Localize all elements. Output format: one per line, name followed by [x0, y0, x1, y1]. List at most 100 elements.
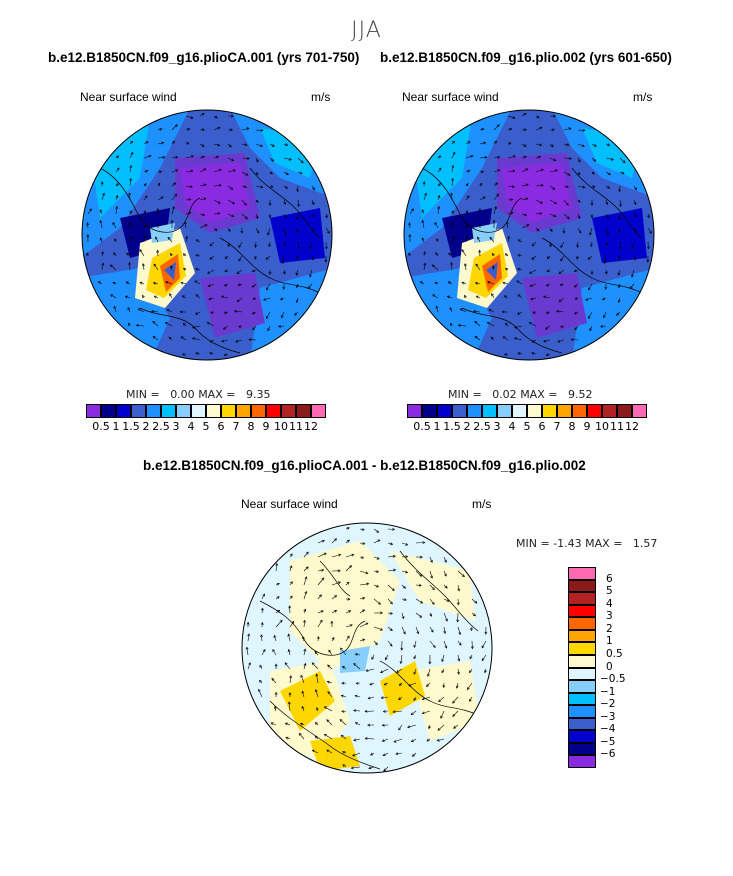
- wind-vector-head: [266, 315, 269, 319]
- wind-vector-head: [419, 281, 423, 284]
- wind-vector-head: [324, 246, 328, 250]
- wind-vector-head: [423, 262, 427, 266]
- wind-vector-head: [236, 299, 240, 303]
- wind-vector-head: [311, 202, 315, 206]
- left-colorbar-swatch: [311, 404, 326, 418]
- wind-vector-head: [536, 115, 540, 119]
- wind-vector-head: [247, 633, 251, 637]
- wind-vector-head: [472, 613, 477, 617]
- wind-vector: [227, 143, 232, 148]
- wind-vector-head: [484, 156, 488, 159]
- wind-vector: [213, 184, 222, 187]
- wind-vector-head: [340, 694, 344, 698]
- wind-vector-head: [209, 339, 213, 343]
- wind-vector-head: [334, 595, 338, 598]
- wind-vector-head: [430, 575, 433, 579]
- wind-vector: [535, 213, 542, 215]
- wind-vector-head: [444, 585, 448, 589]
- wind-vector: [465, 195, 470, 201]
- wind-vector: [207, 283, 215, 287]
- wind-vector-head: [396, 670, 400, 673]
- right-coastlines: [421, 167, 643, 354]
- wind-vector-head: [440, 715, 443, 719]
- wind-vector: [589, 325, 593, 331]
- wind-vector: [241, 143, 248, 146]
- wind-vector: [422, 710, 431, 714]
- wind-vector: [490, 336, 495, 341]
- wind-vector: [324, 706, 333, 712]
- wind-vector-head: [457, 323, 461, 327]
- wind-vector-head: [143, 235, 147, 239]
- wind-vector-head: [339, 719, 343, 722]
- wind-vector-head: [305, 551, 309, 555]
- wind-vector: [473, 311, 481, 313]
- wind-vector-head: [260, 185, 264, 189]
- wind-vector-head: [492, 219, 496, 223]
- wind-vector-head: [334, 538, 337, 542]
- wind-vector-head: [428, 726, 431, 730]
- wind-vector: [535, 127, 543, 131]
- wind-vector-head: [479, 182, 483, 186]
- wind-vector: [493, 124, 500, 131]
- wind-vector: [414, 640, 417, 648]
- wind-vector: [129, 140, 133, 145]
- wind-vector-head: [362, 542, 366, 545]
- wind-vector: [574, 311, 579, 315]
- wind-vector: [263, 297, 271, 301]
- wind-vector-head: [305, 566, 309, 570]
- wind-vector: [353, 738, 361, 741]
- wind-vector-head: [102, 192, 105, 196]
- wind-vector: [387, 528, 395, 530]
- wind-vector: [170, 265, 173, 271]
- diff-colorbar-swatch: [568, 617, 596, 630]
- wind-vector-head: [435, 252, 439, 256]
- wind-vector: [269, 143, 275, 147]
- wind-vector-head: [258, 679, 262, 683]
- wind-vector-head: [619, 203, 622, 208]
- wind-vector: [227, 213, 234, 217]
- wind-vector: [521, 184, 529, 187]
- wind-vector-head: [606, 215, 609, 219]
- wind-vector: [563, 171, 571, 176]
- wind-vector: [530, 297, 537, 300]
- wind-vector-head: [413, 697, 417, 702]
- diff-colorbar-swatch: [568, 629, 596, 643]
- wind-vector-head: [553, 114, 557, 118]
- wind-vector-head: [452, 713, 456, 717]
- wind-vector-head: [509, 128, 513, 131]
- wind-vector: [373, 640, 378, 645]
- wind-vector: [546, 353, 551, 356]
- wind-vector-head: [528, 322, 532, 325]
- wind-vector-head: [183, 221, 187, 225]
- wind-vector-head: [446, 295, 450, 299]
- wind-vector-head: [403, 631, 406, 635]
- wind-vector-head: [431, 264, 435, 268]
- wind-vector: [195, 254, 201, 257]
- wind-vector: [294, 311, 299, 316]
- right-colorbar: [407, 404, 647, 418]
- wind-vector-head: [323, 733, 327, 737]
- wind-vector-head: [565, 202, 569, 206]
- wind-vector: [382, 738, 389, 742]
- wind-vector: [543, 296, 551, 299]
- wind-vector: [422, 696, 431, 700]
- wind-vector: [311, 662, 319, 670]
- wind-vector-head: [555, 309, 560, 313]
- wind-vector: [434, 222, 439, 229]
- left-colorbar-tick-label: 1: [112, 420, 120, 433]
- wind-vector-head: [284, 662, 288, 666]
- left-colorbar-swatch: [116, 404, 131, 418]
- wind-vector-head: [451, 164, 455, 168]
- wind-vector: [633, 185, 637, 190]
- wind-vector: [432, 294, 439, 299]
- wind-vector-head: [113, 305, 117, 309]
- wind-vector: [278, 325, 285, 327]
- wind-vector: [401, 542, 408, 546]
- wind-vector-head: [255, 199, 259, 203]
- wind-vector-head: [634, 187, 637, 191]
- wind-vector: [311, 227, 315, 232]
- wind-vector: [392, 710, 403, 713]
- wind-vector: [185, 199, 191, 201]
- wind-vector-head: [452, 140, 456, 144]
- wind-vector: [213, 127, 221, 131]
